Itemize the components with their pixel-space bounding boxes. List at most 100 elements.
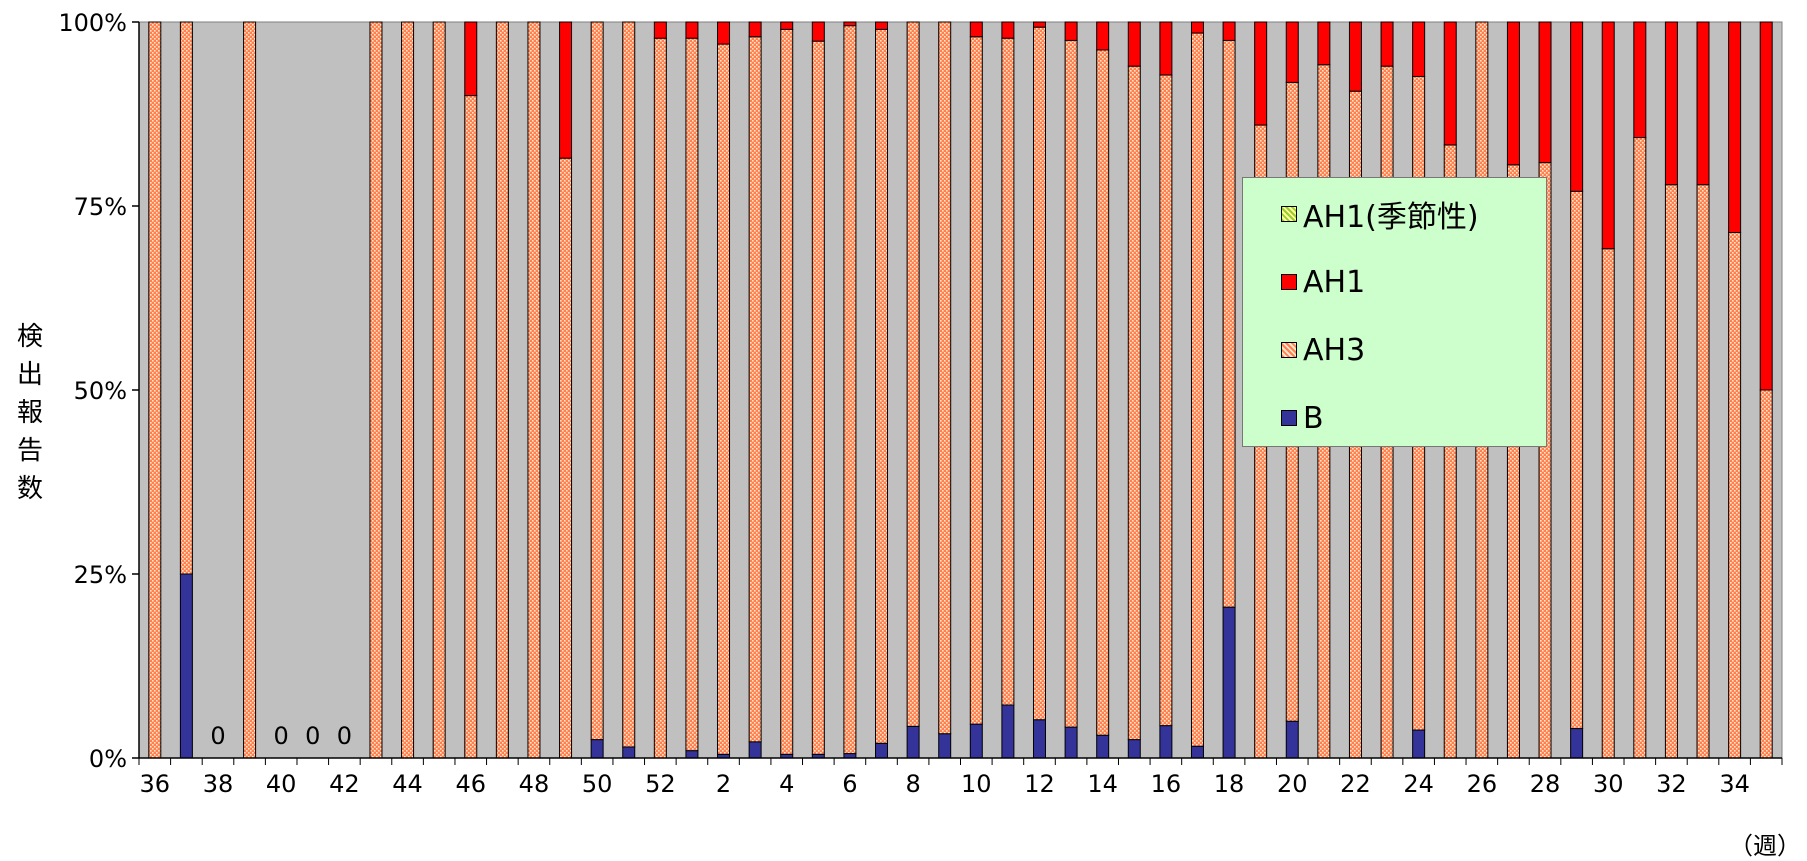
bar-b-wk50 (590, 739, 604, 759)
x-tick-label-42: 42 (329, 770, 360, 798)
x-tick-label-16: 16 (1151, 770, 1182, 798)
bar-ah3-wk13 (1064, 39, 1078, 728)
bar-b-wk15 (1127, 739, 1141, 759)
bar-ah1-wk5 (811, 21, 825, 42)
bar-ah3-wk1 (685, 37, 699, 752)
legend-swatch-ah1-seasonal (1281, 206, 1297, 222)
bar-b-wk13 (1064, 726, 1078, 759)
x-tick-label-30: 30 (1593, 770, 1624, 798)
x-tick-label-14: 14 (1087, 770, 1118, 798)
bar-ah3-wk46 (464, 95, 478, 759)
bar-ah1-wk46 (464, 21, 478, 97)
bar-ah3-wk6 (843, 25, 857, 755)
bar-ah3-wk11 (1001, 37, 1015, 706)
x-tick-label-48: 48 (519, 770, 550, 798)
bar-ah3-wk15 (1127, 65, 1141, 741)
bar-ah1-wk13 (1064, 21, 1078, 41)
y-tick-label-2: 50% (74, 377, 127, 405)
bar-b-wk9 (938, 733, 952, 759)
bar-ah3-wk18 (1222, 39, 1236, 608)
bar-ah1-wk32 (1664, 21, 1678, 186)
legend-item-ah1-seasonal: AH1(季節性) (1281, 194, 1479, 235)
x-tick-label-2: 2 (716, 770, 731, 798)
x-tick-label-44: 44 (392, 770, 423, 798)
legend-swatch-ah1 (1281, 274, 1297, 290)
bar-b-wk20 (1285, 720, 1299, 759)
bar-ah1-wk11 (1001, 21, 1015, 39)
bar-ah3-wk33 (1696, 184, 1710, 759)
bar-ah3-wk47 (495, 21, 509, 759)
bar-ah3-wk30 (1601, 248, 1615, 759)
x-tick-label-24: 24 (1403, 770, 1434, 798)
bar-ah3-wk45 (432, 21, 446, 759)
x-tick-label-40: 40 (266, 770, 297, 798)
legend-swatch-ah3 (1281, 342, 1297, 358)
zero-label-wk42: 0 (337, 722, 352, 750)
bar-ah3-wk48 (527, 21, 541, 759)
x-tick-label-26: 26 (1467, 770, 1498, 798)
bar-ah1-wk33 (1696, 21, 1710, 186)
x-tick-label-22: 22 (1340, 770, 1371, 798)
legend-item-b: B (1281, 398, 1324, 438)
bar-ah3-wk49 (559, 157, 573, 759)
bar-ah3-wk12 (1032, 26, 1046, 721)
bar-b-wk16 (1159, 725, 1173, 759)
bar-ah3-wk9 (938, 21, 952, 735)
x-axis-unit: （週） (1729, 832, 1801, 860)
bar-ah1-wk2 (717, 21, 731, 45)
bar-b-wk37 (179, 573, 193, 759)
legend-item-ah1: AH1 (1281, 262, 1365, 302)
bar-ah1-wk15 (1127, 21, 1141, 67)
bar-b-wk3 (748, 741, 762, 759)
bar-b-wk29 (1570, 728, 1584, 759)
bar-ah1-wk18 (1222, 21, 1236, 41)
bar-b-wk10 (969, 723, 983, 759)
bar-ah3-wk3 (748, 36, 762, 743)
bar-ah1-wk34 (1728, 21, 1742, 233)
x-tick-label-34: 34 (1719, 770, 1750, 798)
bar-ah1-wk20 (1285, 21, 1299, 83)
bar-ah3-wk5 (811, 40, 825, 755)
bar-ah1-wk16 (1159, 21, 1173, 76)
x-tick-label-20: 20 (1277, 770, 1308, 798)
y-tick-label-4: 100% (58, 9, 127, 37)
bar-ah3-wk4 (780, 28, 794, 755)
bar-ah3-wk39 (243, 21, 257, 759)
x-tick-label-38: 38 (203, 770, 234, 798)
bar-ah1-wk30 (1601, 21, 1615, 250)
bar-ah3-wk44 (401, 21, 415, 759)
zero-label-wk41: 0 (305, 722, 320, 750)
bar-ah1-wk6 (843, 21, 857, 27)
bar-ah1-wk29 (1570, 21, 1584, 192)
legend-label-b: B (1303, 400, 1324, 436)
bar-ah1-wk4 (780, 21, 794, 30)
legend: AH1(季節性) AH1 AH3 B (1242, 177, 1547, 447)
x-tick-label-50: 50 (582, 770, 613, 798)
bar-b-wk7 (875, 742, 889, 759)
x-tick-label-28: 28 (1530, 770, 1561, 798)
bar-ah3-wk7 (875, 28, 889, 744)
bar-ah3-wk36 (148, 21, 162, 759)
bar-ah3-wk16 (1159, 74, 1173, 727)
bar-ah1-wk52 (653, 21, 667, 39)
x-tick-label-4: 4 (779, 770, 794, 798)
bar-b-wk12 (1032, 719, 1046, 759)
y-tick-label-1: 25% (74, 561, 127, 589)
zero-label-wk40: 0 (274, 722, 289, 750)
bar-b-wk24 (1412, 729, 1426, 759)
bar-ah3-wk43 (369, 21, 383, 759)
bar-ah1-wk28 (1538, 21, 1552, 164)
bar-ah1-wk10 (969, 21, 983, 38)
legend-label-ah1: AH1 (1303, 264, 1366, 300)
bar-ah1-wk19 (1254, 21, 1268, 126)
bar-ah1-wk3 (748, 21, 762, 38)
bar-b-wk1 (685, 750, 699, 759)
bar-ah1-wk21 (1317, 21, 1331, 66)
y-tick-label-0: 0% (89, 745, 127, 773)
bar-ah1-wk1 (685, 21, 699, 39)
bar-ah1-wk35 (1759, 21, 1773, 391)
x-tick-label-8: 8 (905, 770, 920, 798)
bar-ah1-wk25 (1443, 21, 1457, 146)
bar-ah3-wk10 (969, 36, 983, 725)
bar-ah1-wk31 (1633, 21, 1647, 139)
